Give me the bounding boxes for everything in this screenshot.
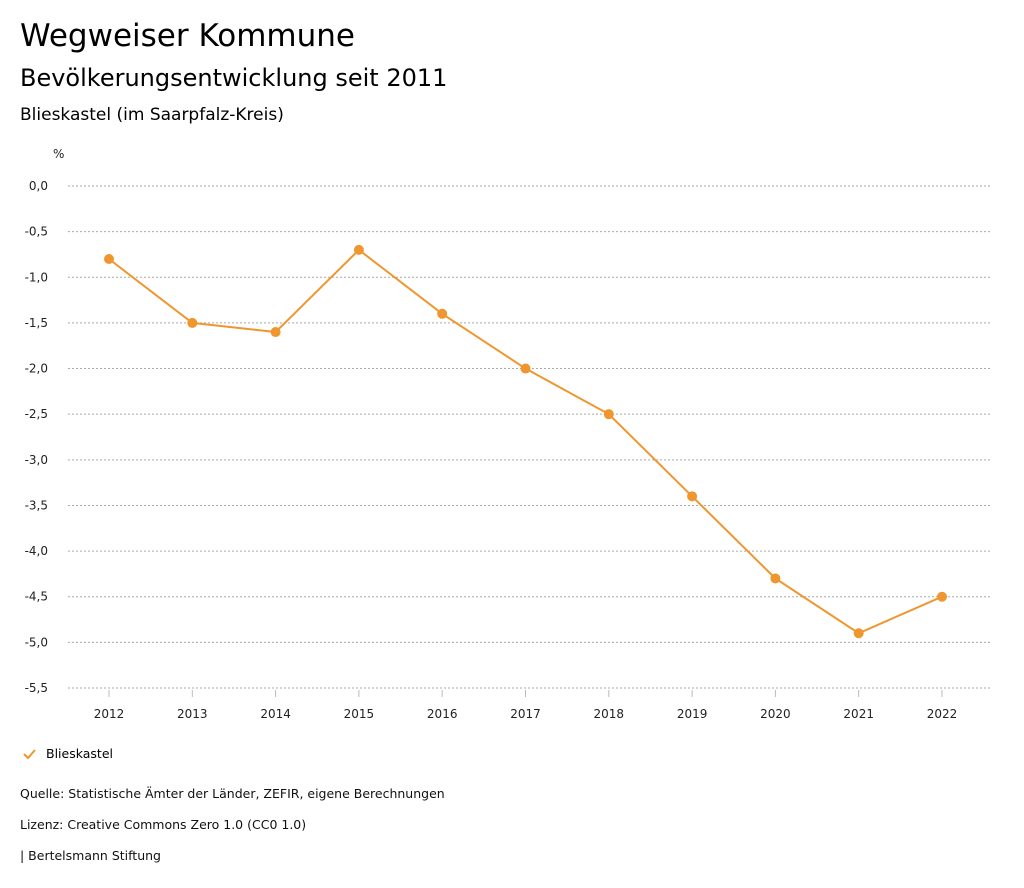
y-axis-label: %: [53, 147, 64, 161]
data-point: [104, 254, 114, 265]
y-tick-label: -2,5: [25, 407, 48, 421]
legend-label: Blieskastel: [46, 746, 113, 761]
x-tick-label: 2021: [843, 707, 874, 721]
page-title: Wegweiser Kommune: [20, 18, 355, 54]
x-tick-label: 2018: [594, 707, 625, 721]
y-tick-label: -3,5: [25, 498, 48, 512]
data-point: [270, 327, 281, 338]
publisher-text: | Bertelsmann Stiftung: [20, 848, 161, 863]
x-tick-label: 2015: [344, 707, 375, 721]
x-tick-label: 2017: [510, 707, 541, 721]
y-tick-label: -1,0: [25, 270, 48, 284]
check-icon: [23, 748, 36, 759]
y-tick-label: -3,0: [25, 453, 48, 467]
y-tick-label: -5,5: [25, 681, 48, 695]
y-tick-label: -5,0: [25, 635, 48, 649]
data-point: [603, 409, 614, 420]
data-point: [937, 591, 947, 602]
series-line: [108, 248, 943, 635]
data-point: [520, 363, 531, 374]
y-tick-label: -2,0: [25, 362, 48, 376]
x-tick-label: 2016: [427, 707, 458, 721]
chart-subtitle: Bevölkerungsentwicklung seit 2011: [20, 64, 448, 92]
legend-item[interactable]: Blieskastel: [22, 746, 113, 761]
data-point: [353, 244, 364, 255]
region-label: Blieskastel (im Saarpfalz-Kreis): [20, 105, 284, 125]
line-chart: % 0,0 -0,5 -1,0 -1,5 -2,0 -2,5 -3,0 -3,5 -4,0 -4,5…: [25, 147, 990, 721]
x-tick-label: 2019: [677, 707, 708, 721]
license-text: Lizenz: Creative Commons Zero 1.0 (CC0 1…: [20, 817, 307, 832]
y-tick-label: -0,5: [25, 225, 48, 239]
y-tick-label: -4,5: [25, 590, 48, 604]
x-tick-label: 2012: [94, 707, 125, 721]
x-tick-label: 2022: [927, 707, 958, 721]
x-tick-label: 2020: [760, 707, 791, 721]
x-tick-label: 2013: [177, 707, 208, 721]
x-tick-label: 2014: [260, 707, 291, 721]
y-tick-label: -4,0: [25, 544, 48, 558]
data-point: [853, 628, 864, 639]
data-point: [187, 317, 198, 328]
data-point: [437, 308, 448, 319]
data-point: [687, 491, 698, 502]
y-tick-label: -1,5: [25, 316, 48, 330]
data-point: [770, 573, 781, 584]
source-text: Quelle: Statistische Ämter der Länder, Z…: [20, 786, 445, 801]
y-tick-label: 0,0: [29, 179, 48, 193]
